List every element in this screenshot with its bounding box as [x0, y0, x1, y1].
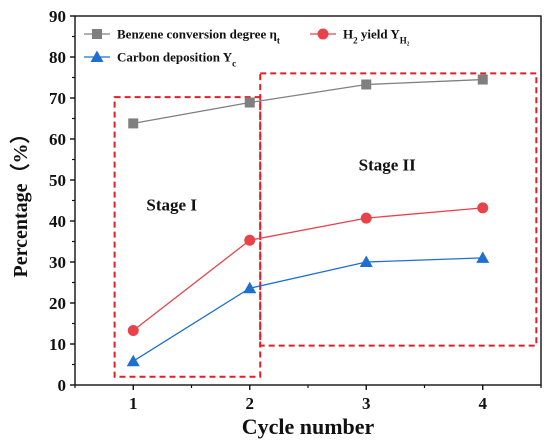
data-point-circle	[244, 234, 256, 246]
x-axis-title: Cycle number	[242, 414, 375, 439]
legend-entry: H2 yield YH₂	[310, 27, 410, 46]
legend-label: H2 yield YH₂	[343, 27, 410, 46]
y-tick-label: 60	[49, 130, 66, 149]
y-tick-label: 70	[49, 89, 66, 108]
y-tick-label: 50	[49, 171, 66, 190]
stage-label: Stage I	[146, 195, 197, 214]
data-point-circle	[477, 202, 489, 214]
series-1	[128, 74, 488, 129]
legend-label: Carbon deposition Yc	[117, 50, 236, 69]
data-point-triangle	[359, 255, 373, 267]
series-line	[132, 207, 483, 331]
x-tick-label: 2	[246, 394, 255, 413]
y-tick-label: 90	[49, 7, 66, 26]
legend: Benzene conversion degree ηt H2 yield YH₂…	[84, 27, 410, 69]
series-2	[127, 202, 489, 336]
data-point-triangle	[243, 281, 257, 294]
y-tick-label: 10	[49, 335, 66, 354]
y-tick-label: 30	[49, 253, 66, 272]
legend-entry: Carbon deposition Yc	[84, 50, 236, 69]
y-tick-label: 80	[49, 48, 66, 67]
data-point-square	[244, 97, 255, 108]
legend-entry: Benzene conversion degree ηt	[84, 27, 280, 46]
data-point-triangle	[126, 354, 140, 367]
data-point-square	[128, 118, 139, 129]
data-point-square	[361, 79, 372, 90]
legend-label: Benzene conversion degree ηt	[117, 27, 280, 46]
series-3	[126, 251, 490, 367]
y-tick-label: 20	[49, 294, 66, 313]
data-point-triangle	[90, 50, 104, 62]
stage-regions	[113, 72, 538, 378]
x-tick-label: 3	[362, 394, 371, 413]
x-tick-label: 1	[129, 394, 138, 413]
data-point-circle	[360, 212, 372, 224]
plot-frame	[74, 15, 542, 386]
x-tick-label: 4	[479, 394, 488, 413]
axes: 0 10 20 30 40 50 60 70 80 90 1 2 3 4	[49, 7, 542, 413]
stage-region-2	[259, 72, 538, 347]
data-point-triangle	[476, 251, 490, 263]
series-line	[133, 78, 483, 125]
stage-annotations: Stage I Stage II	[146, 156, 416, 215]
series-group	[126, 74, 490, 367]
y-axis-title: Percentage（%）	[9, 123, 32, 277]
data-point-circle	[127, 324, 139, 336]
data-point-circle	[317, 28, 329, 40]
y-tick-label: 0	[58, 376, 67, 395]
stage-label: Stage II	[359, 156, 417, 175]
y-tick-label: 40	[49, 212, 66, 231]
data-point-square	[477, 74, 488, 85]
data-point-square	[92, 29, 102, 39]
series-line	[132, 257, 483, 362]
